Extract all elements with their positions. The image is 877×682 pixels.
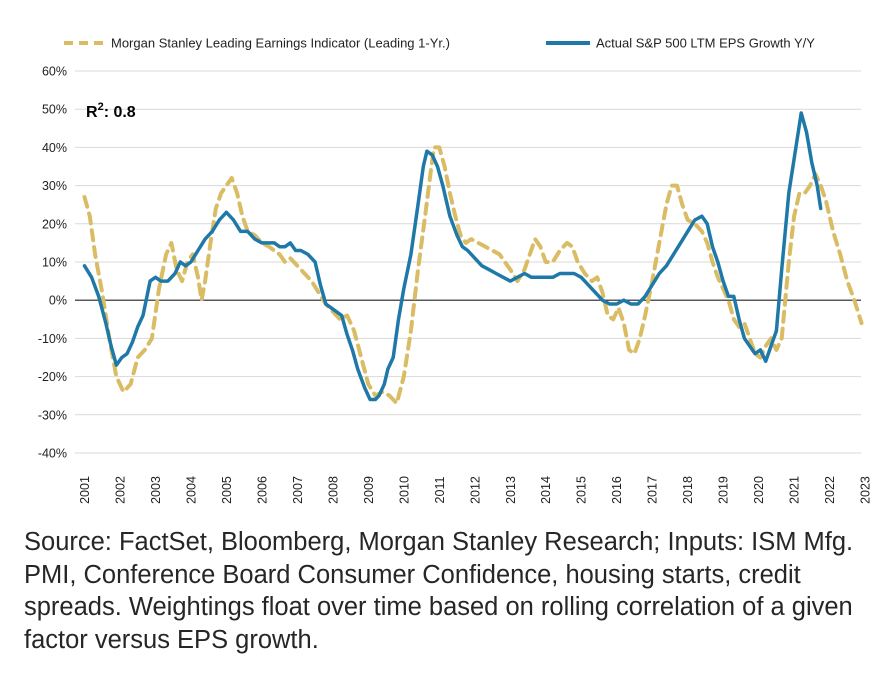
- x-tick-label: 2008: [326, 476, 340, 504]
- x-tick-label: 2011: [433, 477, 447, 504]
- x-tick-label: 2009: [362, 476, 376, 504]
- gridlines: [75, 70, 861, 454]
- r-squared-base: R: [86, 104, 98, 121]
- x-tick-label: 2018: [681, 476, 695, 504]
- x-tick-label: 2012: [468, 476, 482, 504]
- series-line-actual-eps: [82, 111, 823, 402]
- x-tick-label: 2006: [255, 476, 269, 504]
- x-tick-label: 2004: [184, 476, 198, 504]
- y-tick-label: 10%: [42, 256, 67, 270]
- y-tick-label: 40%: [42, 141, 67, 155]
- x-tick-label: 2010: [397, 476, 411, 504]
- y-axis-tick-labels: 60% 50% 40% 30% 20% 10% 0% -10% -20% -30% -40%: [38, 65, 67, 461]
- x-tick-label: 2016: [610, 476, 624, 504]
- y-tick-label: 30%: [42, 179, 67, 193]
- x-tick-label: 2021: [788, 476, 802, 504]
- x-tick-label: 2002: [113, 476, 127, 504]
- series-line-leading-indicator: [82, 145, 864, 406]
- x-tick-label: 2013: [504, 476, 518, 504]
- y-tick-label: 60%: [42, 65, 67, 79]
- legend-label-leading-indicator: Morgan Stanley Leading Earnings Indicato…: [111, 36, 450, 51]
- y-tick-label: -30%: [38, 408, 67, 422]
- x-tick-label: 2014: [539, 476, 553, 504]
- y-tick-label: 20%: [42, 217, 67, 231]
- x-tick-label: 2001: [78, 476, 92, 504]
- x-tick-label: 2003: [149, 476, 163, 504]
- r-squared-annotation: R2: 0.8: [86, 101, 136, 121]
- y-tick-label: -40%: [38, 447, 67, 461]
- r-squared-value: : 0.8: [104, 104, 136, 121]
- x-tick-label: 2017: [646, 476, 660, 504]
- legend: Morgan Stanley Leading Earnings Indicato…: [64, 36, 815, 51]
- x-tick-label: 2019: [717, 476, 731, 504]
- y-tick-label: 50%: [42, 103, 67, 117]
- r-squared-superscript: 2: [98, 101, 104, 113]
- series-layer: [82, 111, 864, 406]
- x-tick-label: 2005: [220, 476, 234, 504]
- x-tick-label: 2007: [291, 476, 305, 504]
- eps-growth-chart: Morgan Stanley Leading Earnings Indicato…: [38, 36, 873, 504]
- legend-label-actual-eps: Actual S&P 500 LTM EPS Growth Y/Y: [596, 36, 815, 51]
- y-tick-label: -10%: [38, 332, 67, 346]
- x-axis-tick-labels: 2001 2002 2003 2004 2005 2006 2007 2008 2009 2010…: [78, 476, 873, 504]
- x-tick-label: 2022: [823, 476, 837, 504]
- x-tick-label: 2023: [859, 476, 873, 504]
- x-tick-label: 2020: [752, 476, 766, 504]
- y-tick-label: -20%: [38, 370, 67, 384]
- source-note: Source: FactSet, Bloomberg, Morgan Stanl…: [24, 528, 854, 654]
- x-tick-label: 2015: [575, 476, 589, 504]
- y-tick-label: 0%: [49, 294, 67, 308]
